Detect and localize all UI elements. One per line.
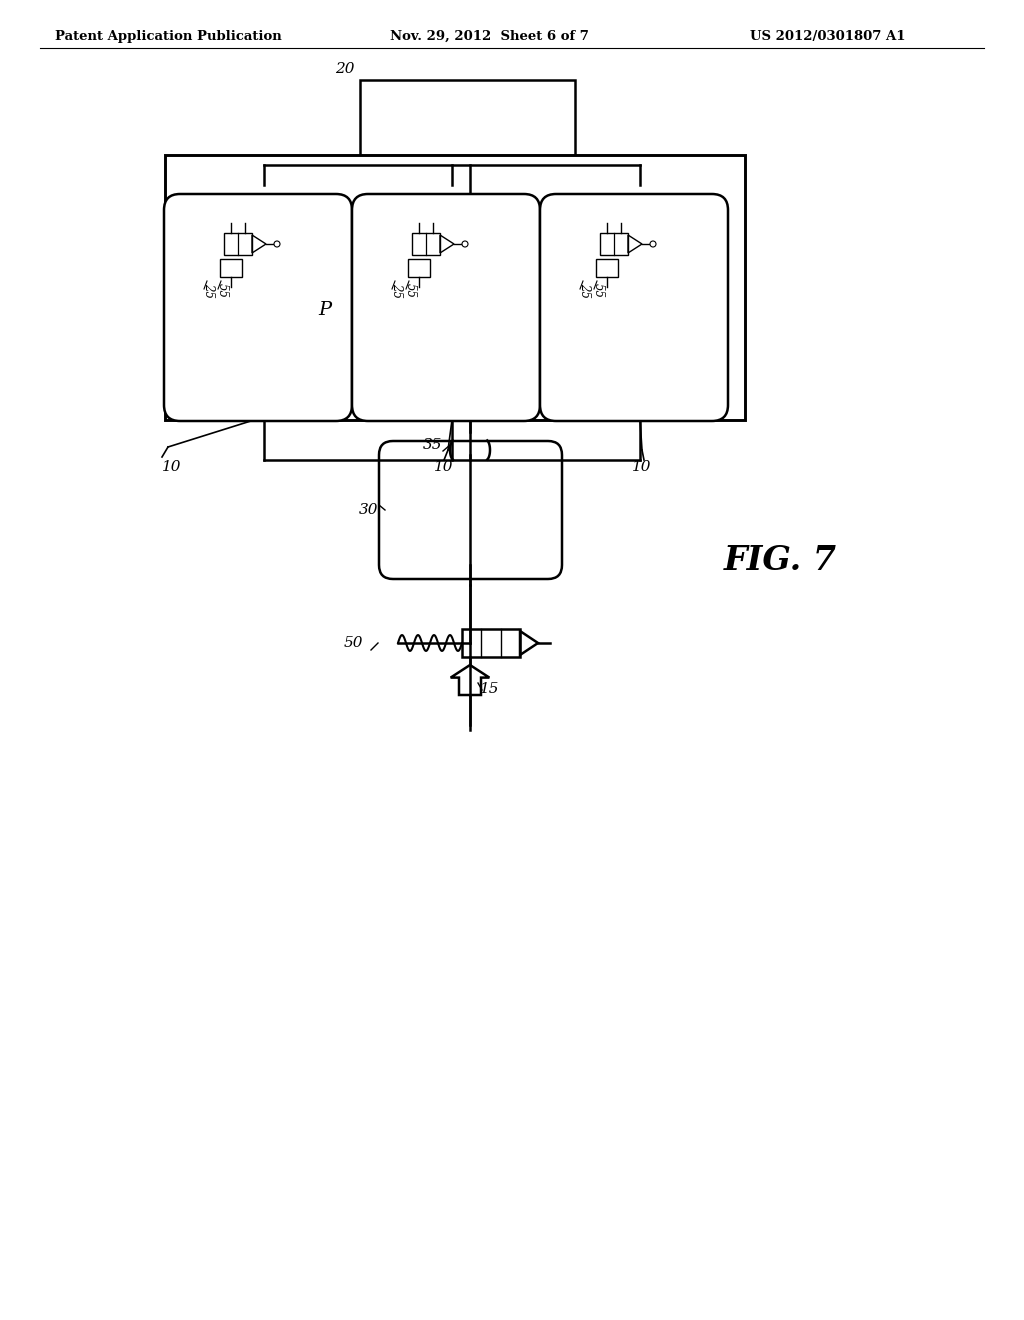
Text: Patent Application Publication: Patent Application Publication: [55, 30, 282, 44]
Text: FIG. 7: FIG. 7: [723, 544, 837, 577]
Bar: [360, 81, 575, 205]
Bar: [408, 259, 430, 277]
Text: 20: 20: [336, 62, 355, 77]
Text: 10: 10: [632, 459, 651, 474]
Text: 15: 15: [480, 682, 500, 696]
Text: P: P: [318, 301, 332, 319]
Text: 35: 35: [423, 438, 442, 451]
Bar: [525, 358, 583, 403]
Text: 45: 45: [440, 387, 460, 401]
FancyBboxPatch shape: [540, 194, 728, 421]
Bar: [600, 234, 628, 255]
Text: 10: 10: [162, 459, 181, 474]
Bar: [412, 234, 440, 255]
Circle shape: [462, 242, 468, 247]
Circle shape: [650, 242, 656, 247]
Text: 30: 30: [358, 503, 378, 517]
Bar: [224, 234, 252, 255]
Bar: [596, 259, 618, 277]
Text: 25: 25: [202, 282, 215, 298]
Text: 25: 25: [578, 282, 591, 298]
Text: 50: 50: [343, 636, 362, 649]
Bar: [165, 154, 745, 420]
Bar: [462, 630, 520, 657]
FancyBboxPatch shape: [379, 441, 562, 579]
FancyBboxPatch shape: [164, 194, 352, 421]
Text: 55: 55: [404, 282, 417, 298]
Text: US 2012/0301807 A1: US 2012/0301807 A1: [750, 30, 905, 44]
Bar: [220, 259, 242, 277]
Text: 25: 25: [390, 282, 403, 298]
FancyBboxPatch shape: [352, 194, 540, 421]
Text: 55: 55: [216, 282, 229, 298]
Circle shape: [287, 272, 362, 348]
Circle shape: [274, 242, 280, 247]
Text: Nov. 29, 2012  Sheet 6 of 7: Nov. 29, 2012 Sheet 6 of 7: [390, 30, 589, 44]
Text: 10: 10: [434, 459, 454, 474]
Text: 40: 40: [250, 256, 269, 271]
Text: 55: 55: [592, 282, 605, 298]
